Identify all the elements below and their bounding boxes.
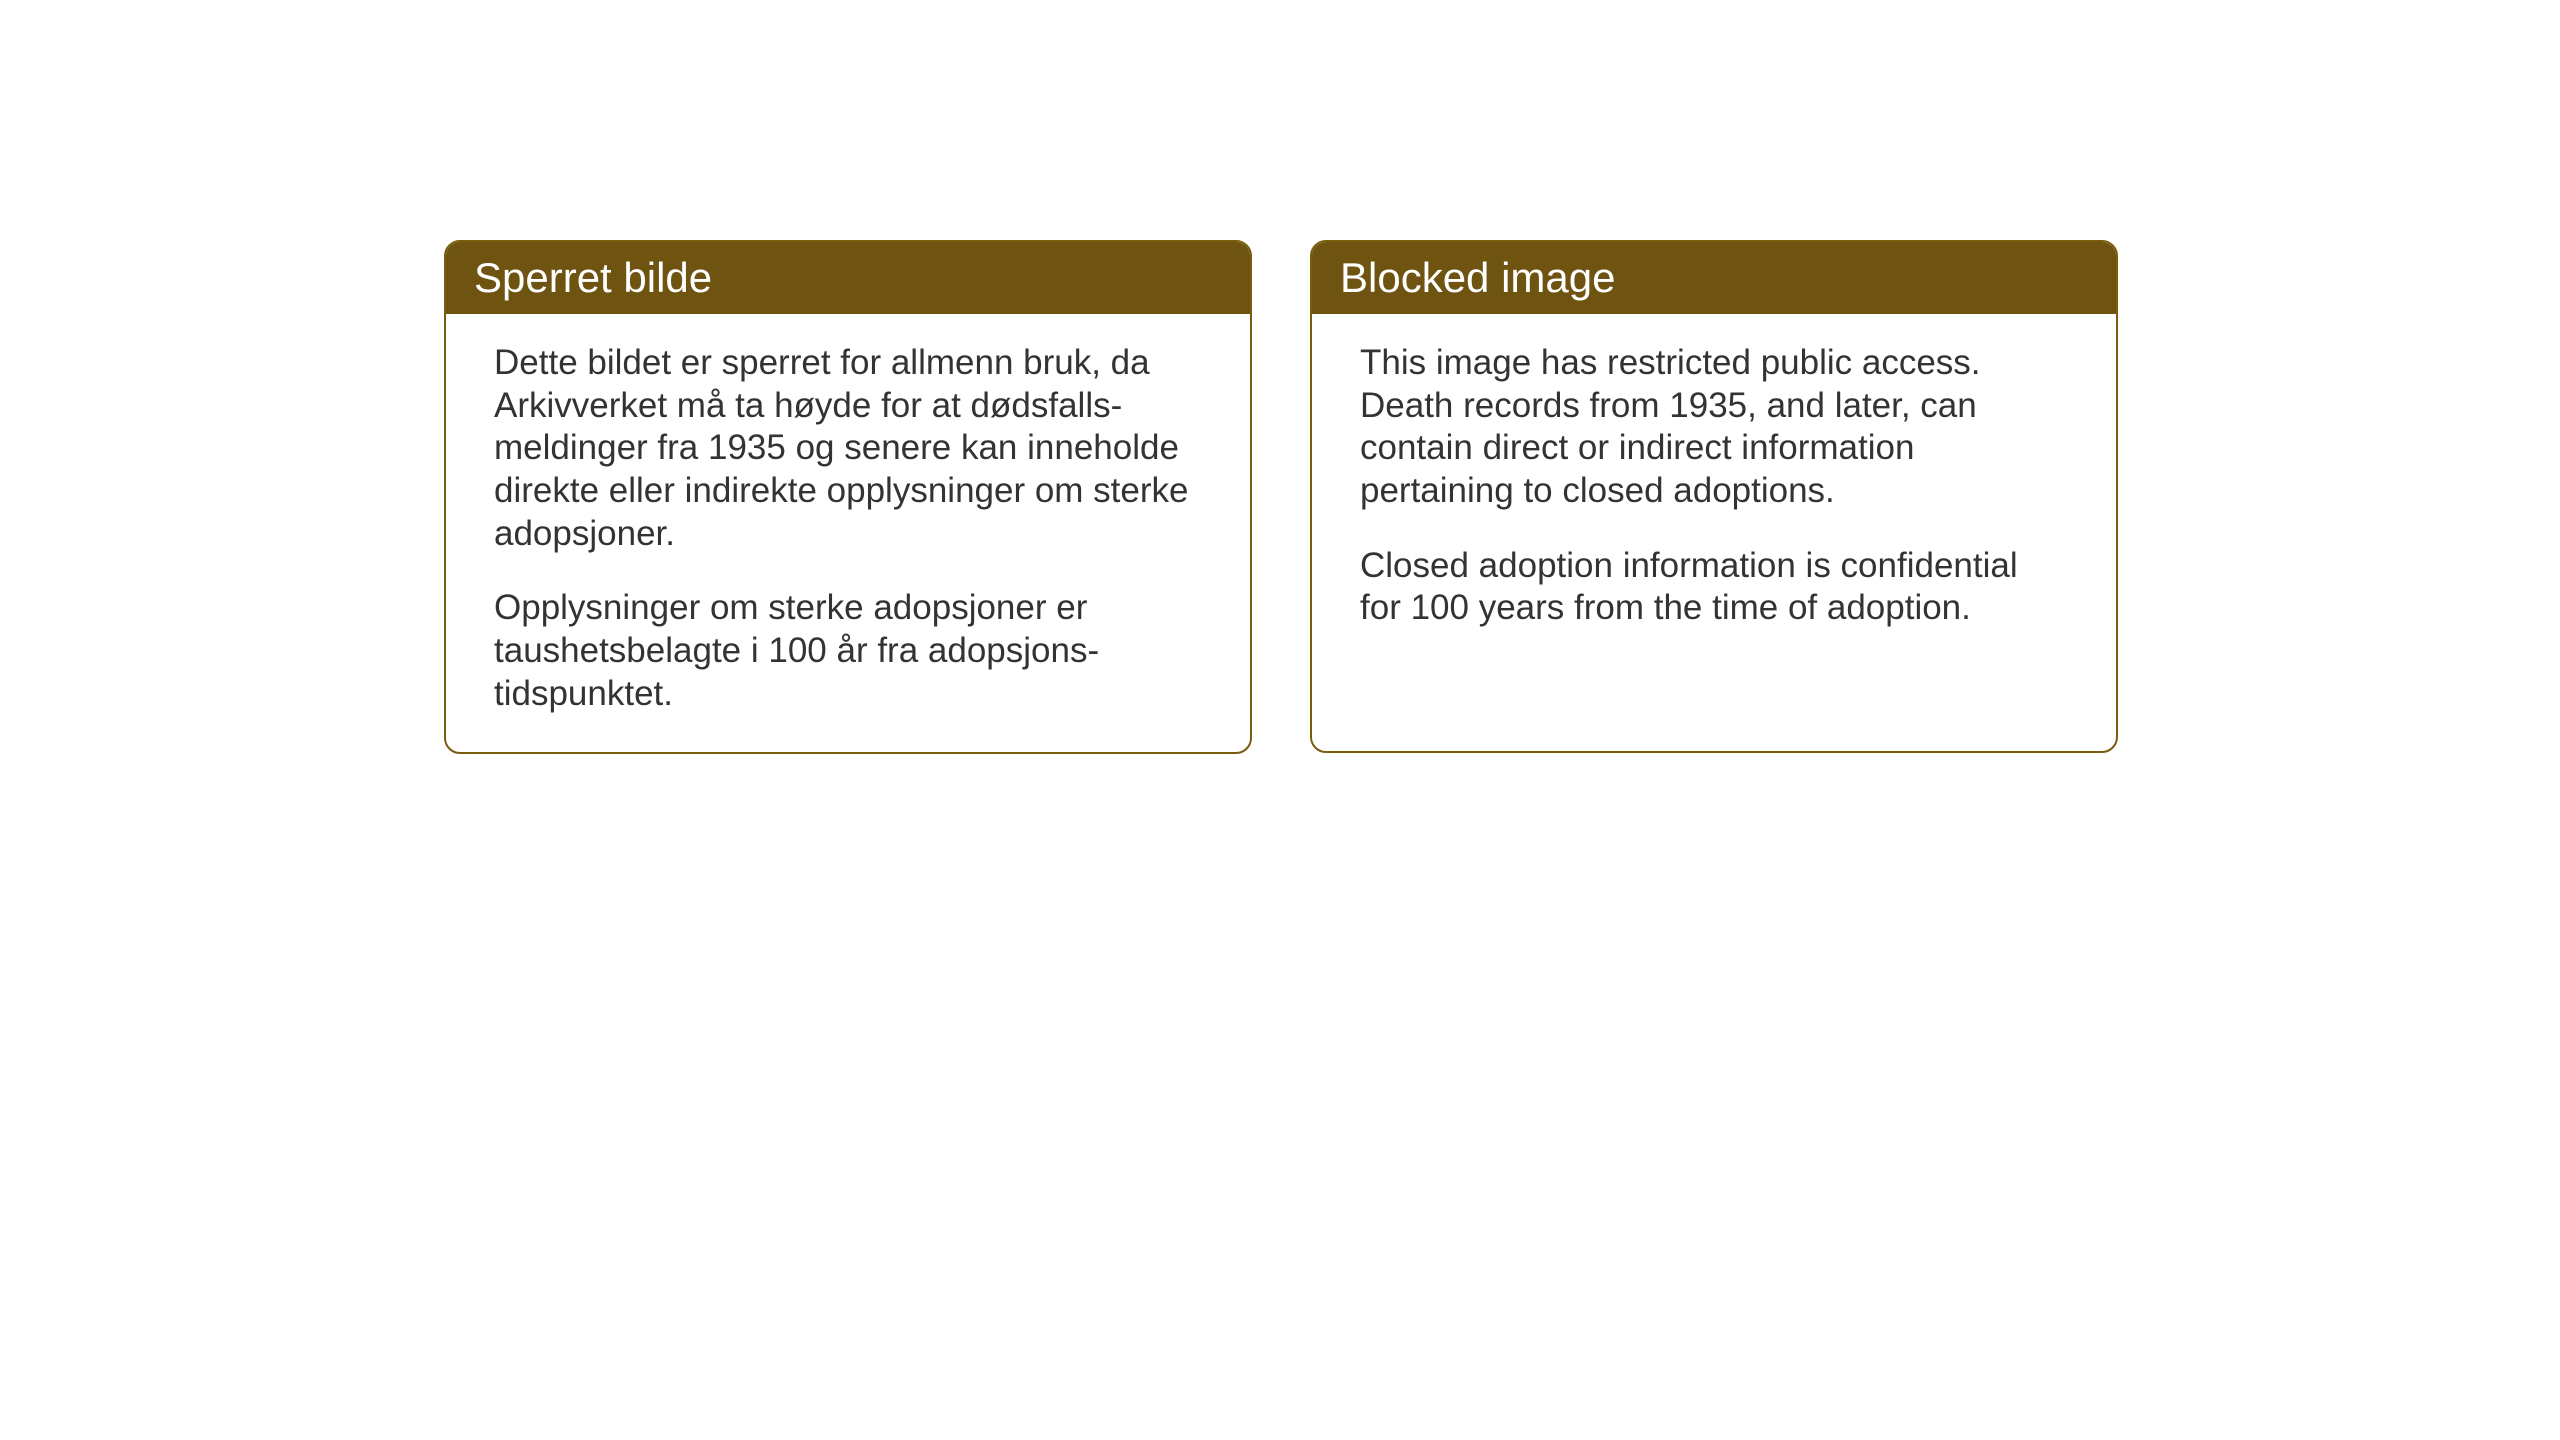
card-title-norwegian: Sperret bilde	[474, 254, 712, 301]
card-header-norwegian: Sperret bilde	[446, 242, 1250, 314]
card-paragraph-1-english: This image has restricted public access.…	[1360, 342, 2068, 513]
card-header-english: Blocked image	[1312, 242, 2116, 314]
notice-card-english: Blocked image This image has restricted …	[1310, 240, 2118, 753]
card-paragraph-1-norwegian: Dette bildet er sperret for allmenn bruk…	[494, 342, 1202, 555]
card-body-english: This image has restricted public access.…	[1312, 314, 2116, 666]
notice-container: Sperret bilde Dette bildet er sperret fo…	[444, 240, 2118, 754]
card-body-norwegian: Dette bildet er sperret for allmenn bruk…	[446, 314, 1250, 752]
card-paragraph-2-english: Closed adoption information is confident…	[1360, 545, 2068, 630]
notice-card-norwegian: Sperret bilde Dette bildet er sperret fo…	[444, 240, 1252, 754]
card-title-english: Blocked image	[1340, 254, 1615, 301]
card-paragraph-2-norwegian: Opplysninger om sterke adopsjoner er tau…	[494, 587, 1202, 715]
